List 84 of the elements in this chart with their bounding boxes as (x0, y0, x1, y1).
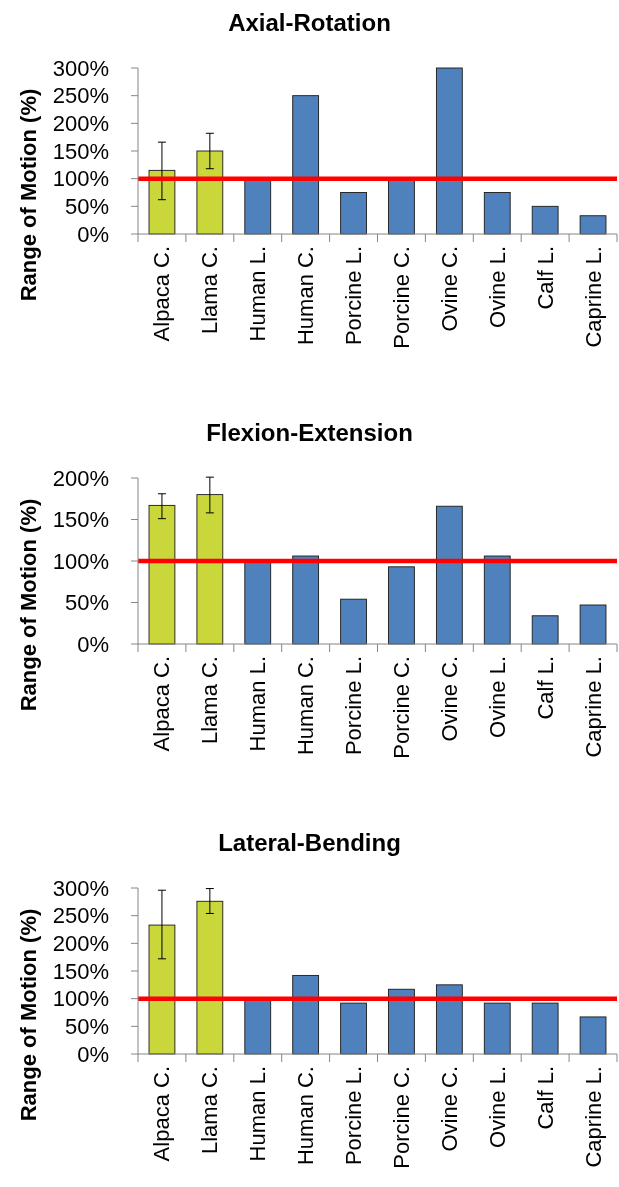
bar (244, 178, 272, 235)
x-tick-label: Ovine L. (484, 246, 510, 328)
bar (435, 984, 463, 1055)
chart-title: Flexion-Extension (206, 419, 413, 446)
y-tick-label: 300% (52, 875, 109, 901)
y-axis-title: Range of Motion (%) (16, 908, 41, 1122)
x-tick-label: Caprine L. (580, 1066, 606, 1168)
bar (388, 988, 415, 1055)
x-tick-label: Calf L. (532, 656, 558, 720)
y-tick-label: 100% (52, 548, 109, 574)
bar (531, 615, 559, 645)
bar (483, 1002, 511, 1055)
x-tick-label: Ovine C. (436, 1066, 462, 1152)
bar (196, 150, 224, 235)
bar (531, 1002, 559, 1055)
y-tick-label: 100% (52, 986, 109, 1012)
x-tick-label: Ovine C. (436, 656, 462, 742)
bar (292, 974, 320, 1055)
x-tick-label: Ovine L. (484, 656, 510, 738)
x-tick-label: Porcine C. (388, 1066, 414, 1169)
bar (340, 598, 367, 645)
y-tick-label: 150% (52, 138, 109, 164)
bar (196, 900, 224, 1055)
x-tick-label: Human L. (245, 1066, 271, 1162)
x-tick-label: Human L. (245, 246, 271, 342)
bar (483, 555, 511, 645)
x-tick-label: Porcine L. (341, 246, 367, 346)
x-tick-label: Calf L. (532, 246, 558, 310)
x-tick-label: Alpaca C. (149, 656, 175, 752)
bar (148, 924, 176, 1055)
x-tick-label: Human C. (293, 1066, 319, 1166)
y-tick-label: 50% (64, 590, 109, 616)
y-tick-label: 0% (77, 221, 109, 247)
x-tick-label: Llama C. (197, 1066, 223, 1155)
y-tick-label: 250% (52, 83, 109, 109)
y-axis-title: Range of Motion (%) (16, 88, 41, 302)
y-tick-label: 150% (52, 958, 109, 984)
y-tick-label: 200% (52, 465, 109, 491)
x-tick-label: Calf L. (532, 1066, 558, 1130)
x-tick-label: Human C. (293, 246, 319, 346)
bar (435, 505, 463, 645)
x-tick-label: Porcine C. (388, 246, 414, 349)
chart-title: Axial-Rotation (228, 9, 391, 36)
bar (292, 95, 320, 235)
bar (196, 494, 224, 645)
bar (244, 998, 272, 1055)
bar (148, 504, 176, 645)
bar (531, 205, 559, 235)
x-tick-label: Porcine L. (341, 656, 367, 756)
bar (483, 192, 511, 235)
bar (579, 215, 607, 235)
x-tick-label: Human C. (293, 656, 319, 756)
chart-title: Lateral-Bending (218, 829, 401, 856)
bar (388, 566, 415, 645)
bar (340, 1002, 367, 1055)
x-tick-label: Porcine L. (341, 1066, 367, 1166)
x-tick-label: Caprine L. (580, 246, 606, 348)
x-tick-label: Alpaca C. (149, 246, 175, 342)
y-axis-title: Range of Motion (%) (16, 498, 41, 712)
x-tick-label: Ovine C. (436, 246, 462, 332)
x-tick-label: Caprine L. (580, 656, 606, 758)
x-tick-label: Llama C. (197, 246, 223, 335)
x-tick-label: Ovine L. (484, 1066, 510, 1148)
bar (244, 560, 272, 645)
bar (340, 192, 367, 235)
y-tick-label: 200% (52, 931, 109, 957)
y-tick-label: 0% (77, 631, 109, 657)
bar (579, 604, 607, 645)
bar (292, 555, 320, 645)
y-tick-label: 100% (52, 166, 109, 192)
bar (388, 178, 415, 235)
y-tick-label: 300% (52, 55, 109, 81)
y-tick-label: 250% (52, 903, 109, 929)
bar (579, 1016, 607, 1055)
x-tick-label: Human L. (245, 656, 271, 752)
y-tick-label: 50% (64, 1014, 109, 1040)
bar (435, 67, 463, 235)
x-tick-label: Porcine C. (388, 656, 414, 759)
x-tick-label: Llama C. (197, 656, 223, 745)
x-tick-label: Alpaca C. (149, 1066, 175, 1162)
y-tick-label: 50% (64, 194, 109, 220)
y-tick-label: 200% (52, 111, 109, 137)
y-tick-label: 0% (77, 1041, 109, 1067)
y-tick-label: 150% (52, 507, 109, 533)
